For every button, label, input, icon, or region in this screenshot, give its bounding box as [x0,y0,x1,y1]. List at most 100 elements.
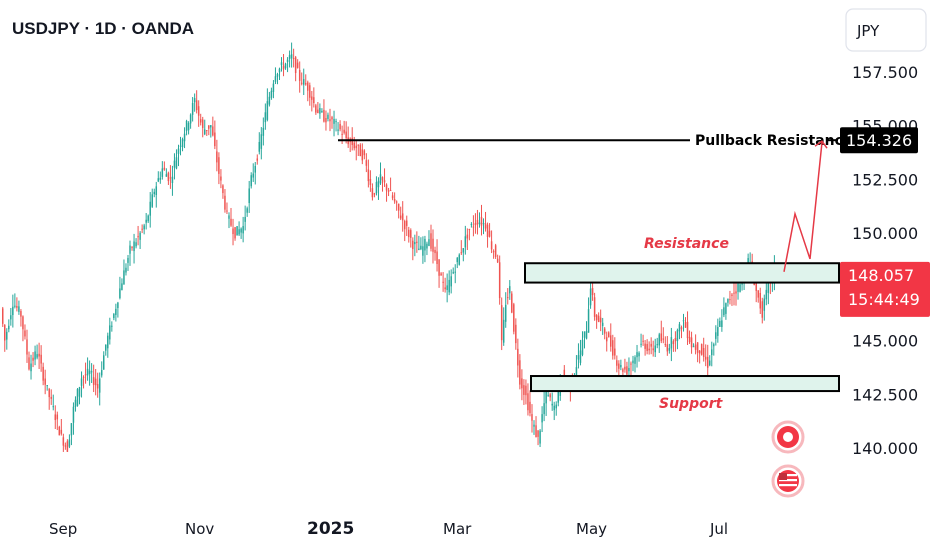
candle [70,423,73,446]
candle [410,228,412,248]
candle [658,332,660,353]
candle [511,291,513,314]
candle [670,327,673,362]
candle [220,169,222,189]
candle [52,394,54,411]
candle [365,153,368,173]
candle [48,387,50,410]
candle [179,136,182,156]
candle [189,113,192,129]
candle [258,132,261,155]
candle [721,309,723,332]
candle [387,187,390,197]
candle [355,139,357,161]
candle [648,341,650,355]
candle [729,290,731,305]
currency-button[interactable]: JPY [845,8,927,52]
currency-label: JPY [856,22,880,40]
candle [644,340,646,356]
x-tick-may: May [576,520,607,538]
us-flag-event-icon[interactable] [771,464,805,498]
candle [496,254,499,264]
candle [109,317,111,345]
candle [302,68,305,96]
x-tick-nov: Nov [185,520,214,538]
candle [406,215,408,237]
candle [367,159,370,188]
candle [401,201,404,232]
candle [347,126,349,148]
candle [599,309,602,332]
candle [723,297,725,318]
candle [513,302,515,335]
candle [42,362,44,386]
candle [702,337,705,362]
candle [10,308,12,326]
candle [660,320,663,344]
candle [133,233,135,264]
candle [706,344,709,381]
candle [391,192,394,201]
candle [585,321,588,340]
candle [462,248,465,262]
candle [624,358,626,373]
candle [464,225,467,255]
candle [761,297,764,324]
countdown-text: 15:44:49 [848,290,920,309]
support-zone [530,375,840,393]
candle [163,161,166,171]
candle [727,298,729,307]
candle [440,272,442,276]
candle [690,331,693,354]
candle [597,312,600,323]
candle [527,383,529,416]
event-marker-red[interactable] [771,420,805,454]
candle [294,55,297,82]
candle [22,315,24,342]
candle [361,143,364,165]
candle [551,392,553,411]
x-tick-2025: 2025 [307,519,354,539]
candle [715,325,717,346]
candle [68,434,71,449]
resistance-zone [524,262,840,284]
candle [500,297,503,351]
y-tick-label: 140.000 [852,439,918,458]
candle [30,354,32,380]
current-price-text: 148.057 [848,266,914,285]
candle [474,213,477,234]
pullback-price-text: 154.326 [846,131,912,150]
candle [159,171,162,184]
candle [763,294,766,321]
candle [113,312,115,321]
candle [212,116,214,137]
candle [373,192,376,198]
candle [248,180,250,213]
candle [353,136,355,151]
candle [642,334,644,346]
candle [193,93,196,112]
candle [111,321,113,332]
candle [246,206,248,217]
candle [680,325,683,339]
candle [278,67,281,81]
candle [86,357,89,381]
candle [454,264,456,284]
candle [549,392,551,402]
candle [50,389,52,405]
candle [325,110,327,131]
candle [20,309,22,327]
candle [713,342,715,356]
candle [603,327,606,340]
candle [333,110,335,137]
y-axis: 157.500155.000152.500150.000145.000142.5… [852,63,918,458]
pullback-price-tag: 154.326 [840,127,918,154]
candle [270,87,273,100]
candle [167,171,170,185]
candle [199,113,202,126]
candle [143,223,145,235]
chart-title: USDJPY · 1D · OANDA [12,19,194,38]
candle [587,297,590,333]
